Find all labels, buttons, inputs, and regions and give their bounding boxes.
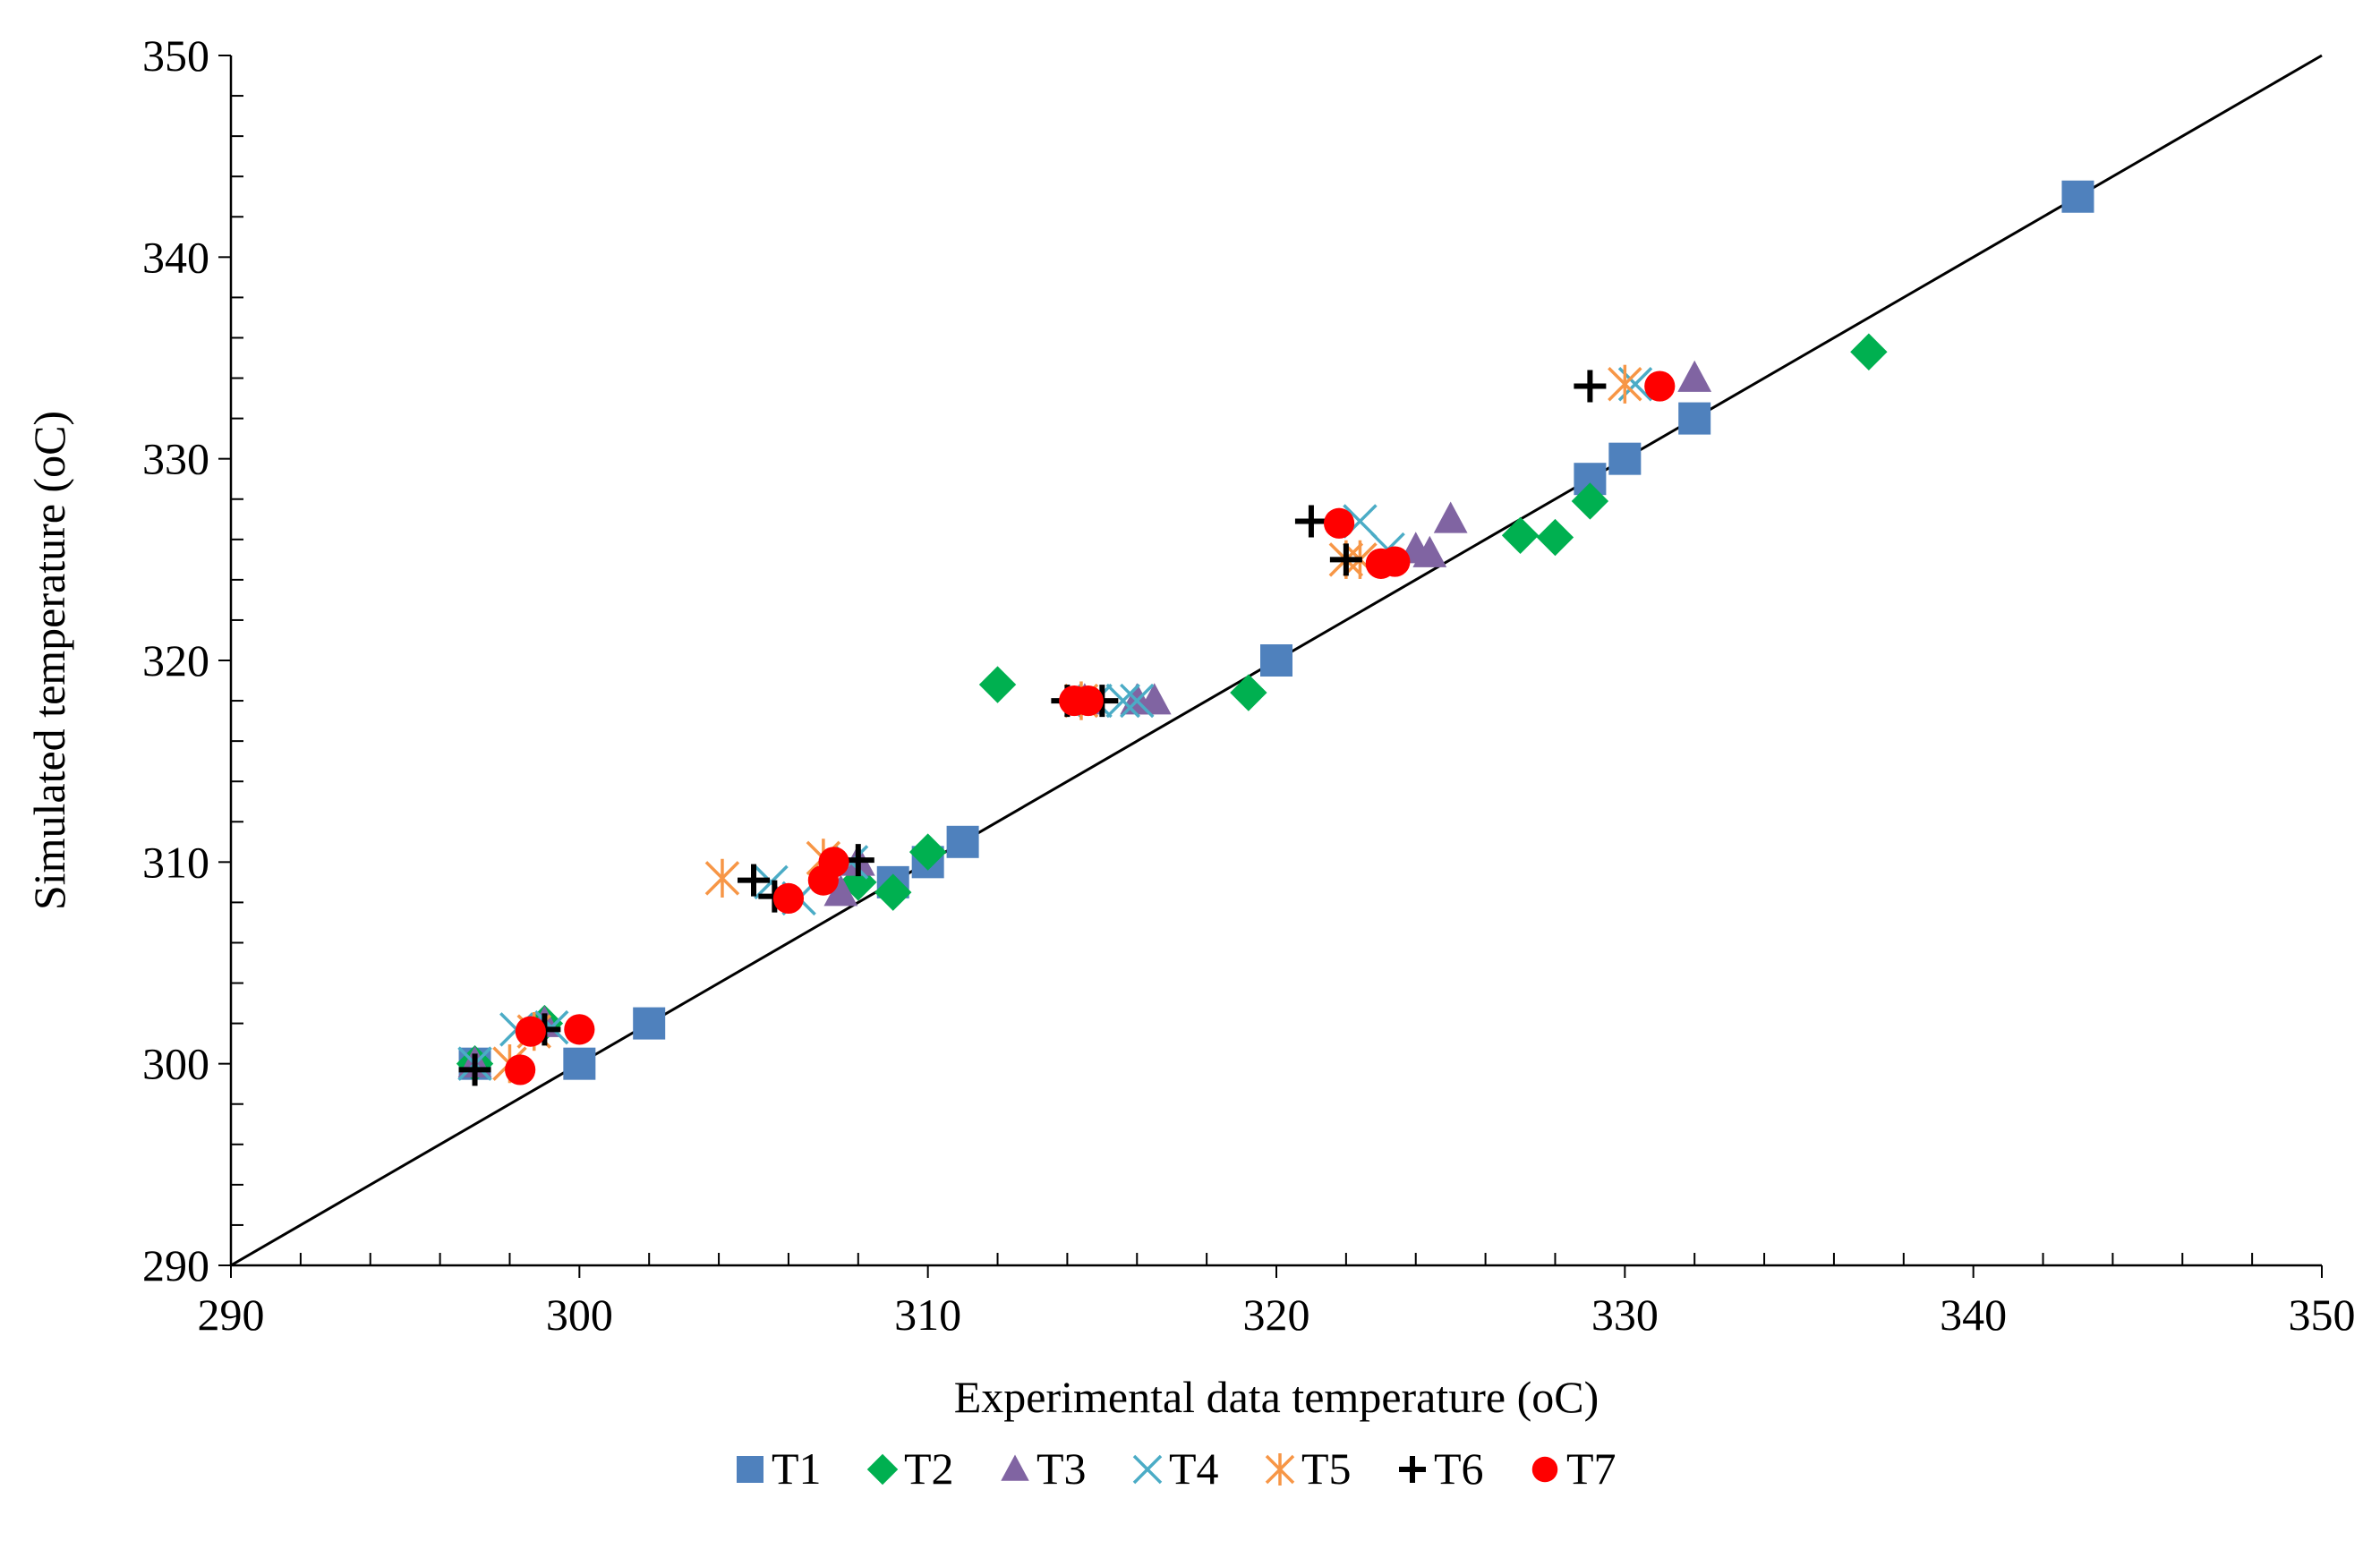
point-t5 xyxy=(1608,364,1642,404)
point-t3 xyxy=(1412,535,1447,567)
point-t1 xyxy=(1260,644,1292,677)
point-t7 xyxy=(818,847,849,878)
point-t2 xyxy=(1850,333,1888,370)
point-t2 xyxy=(874,873,912,911)
point-t4 xyxy=(1105,683,1140,719)
legend-label-t1: T1 xyxy=(772,1443,822,1494)
point-t7 xyxy=(1644,370,1676,402)
point-t2 xyxy=(978,666,1017,703)
y-tick-label: 310 xyxy=(142,837,209,887)
legend-marker-t4 xyxy=(1132,1454,1163,1485)
legend-marker-t3 xyxy=(1001,1454,1029,1481)
legend-item-t6: T6 xyxy=(1399,1443,1484,1494)
point-t1 xyxy=(1678,402,1711,435)
point-t6 xyxy=(1294,505,1327,538)
legend-label-t6: T6 xyxy=(1434,1443,1484,1494)
point-t6 xyxy=(738,864,770,897)
legend-item-t4: T4 xyxy=(1132,1443,1219,1494)
point-t1 xyxy=(2061,180,2094,213)
point-t2 xyxy=(1536,518,1574,557)
legend-marker-t6 xyxy=(1399,1456,1426,1483)
legend-item-t7: T7 xyxy=(1531,1443,1617,1494)
series-t4 xyxy=(457,367,1653,1081)
legend-item-t1: T1 xyxy=(737,1443,822,1494)
legend-label-t4: T4 xyxy=(1169,1443,1219,1494)
legend-item-t5: T5 xyxy=(1265,1443,1352,1494)
y-tick-label: 300 xyxy=(142,1039,209,1089)
x-tick-label: 330 xyxy=(1591,1290,1659,1340)
x-axis-label: Experimental data temperature (oC) xyxy=(954,1372,1599,1422)
point-t2 xyxy=(908,833,947,871)
x-tick-label: 310 xyxy=(894,1290,961,1340)
x-tick-label: 320 xyxy=(1243,1290,1310,1340)
point-t6 xyxy=(1329,543,1362,576)
point-t5 xyxy=(704,858,740,898)
legend-item-t2: T2 xyxy=(866,1443,954,1494)
point-t7 xyxy=(505,1054,536,1086)
series-t3 xyxy=(457,360,1712,1077)
point-t2 xyxy=(1501,516,1540,554)
series-t7 xyxy=(505,370,1676,1086)
point-t1 xyxy=(1608,442,1642,475)
point-t3 xyxy=(1677,360,1712,392)
series-t2 xyxy=(456,333,1888,1083)
legend: T1 T2 T3 T4 T5 T6 T7 xyxy=(737,1443,1617,1494)
legend-label-t3: T3 xyxy=(1036,1443,1087,1494)
legend-marker-t1 xyxy=(737,1456,763,1483)
point-t7 xyxy=(515,1016,546,1047)
x-tick-label: 350 xyxy=(2289,1290,2356,1340)
point-t2 xyxy=(1230,674,1267,711)
point-t7 xyxy=(772,882,805,914)
series-t5 xyxy=(492,364,1642,1084)
point-t7 xyxy=(1072,685,1104,717)
legend-marker-t7 xyxy=(1531,1456,1558,1483)
point-t3 xyxy=(1137,683,1172,715)
point-t2 xyxy=(1571,482,1609,520)
point-t7 xyxy=(1323,507,1355,539)
y-tick-label: 290 xyxy=(142,1240,209,1290)
point-t7 xyxy=(564,1014,595,1045)
point-t1 xyxy=(633,1007,666,1040)
legend-label-t5: T5 xyxy=(1301,1443,1352,1494)
y-tick-label: 350 xyxy=(142,30,209,81)
point-t3 xyxy=(1433,501,1468,533)
point-t3 xyxy=(823,874,858,907)
y-axis-label: Simulated temperature (oC) xyxy=(24,411,74,910)
legend-item-t3: T3 xyxy=(1001,1443,1087,1494)
point-t1 xyxy=(946,825,979,858)
y-tick-label: 330 xyxy=(142,434,209,484)
point-t7 xyxy=(1379,546,1411,577)
legend-marker-t5 xyxy=(1265,1453,1295,1486)
y-tick-label: 340 xyxy=(142,232,209,282)
x-tick-label: 290 xyxy=(198,1290,265,1340)
axes-layer: 290 300 310 320 330 340 350 290 300 310 320 330 340 3… xyxy=(142,30,2356,1340)
point-t2 xyxy=(840,864,877,901)
point-t6 xyxy=(458,1053,491,1086)
legend-label-t2: T2 xyxy=(904,1443,954,1494)
y-tick-label: 320 xyxy=(142,635,209,685)
x-tick-label: 340 xyxy=(1940,1290,2007,1340)
series-t6 xyxy=(458,370,1607,1086)
legend-label-t7: T7 xyxy=(1566,1443,1617,1494)
x-tick-label: 300 xyxy=(546,1290,613,1340)
legend-marker-t2 xyxy=(866,1453,899,1486)
point-t1 xyxy=(563,1047,596,1080)
series-t1 xyxy=(458,180,2094,1080)
point-t6 xyxy=(1574,370,1607,403)
point-t4 xyxy=(1120,683,1155,719)
data-points-layer xyxy=(456,180,2094,1086)
